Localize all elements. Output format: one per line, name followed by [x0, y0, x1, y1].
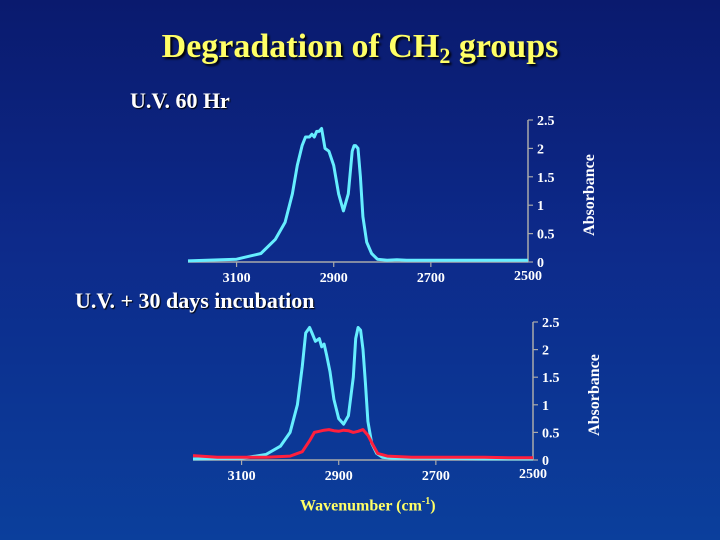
y-tick-label: 0 [542, 454, 549, 469]
panel-title-uv-incubation: U.V. + 30 days incubation [75, 288, 315, 313]
y-axis-title: Absorbance [586, 354, 603, 436]
y-tick-label: 2.5 [537, 114, 555, 129]
x-tick-label-end: 2500 [514, 269, 542, 284]
y-tick-label: 1.5 [542, 371, 560, 386]
y-tick-label: 0.5 [537, 228, 555, 243]
y-tick-label: 2 [537, 142, 544, 157]
x-tick-label: 2700 [417, 271, 445, 286]
x-axis-title: Wavenumber (cm-1) [300, 496, 436, 515]
series-line [192, 428, 533, 460]
y-tick-label: 2 [542, 344, 549, 359]
series-line [187, 127, 528, 263]
x-tick-label: 2900 [320, 271, 348, 286]
y-tick-label: 2.5 [542, 316, 560, 331]
panel-title-uv-60hr: U.V. 60 Hr [130, 88, 230, 113]
series-line [192, 326, 533, 461]
y-axis-title: Absorbance [581, 154, 598, 236]
y-tick-label: 1 [542, 399, 549, 414]
x-tick-label: 2700 [422, 469, 450, 484]
y-tick-label: 0 [537, 256, 544, 271]
x-tick-label: 3100 [228, 469, 256, 484]
y-tick-label: 0.5 [542, 426, 560, 441]
x-tick-label: 3100 [223, 271, 251, 286]
y-tick-label: 1.5 [537, 171, 555, 186]
slide-title: Degradation of CH2 groups [161, 28, 559, 68]
x-tick-label: 2900 [325, 469, 353, 484]
y-tick-label: 1 [537, 199, 544, 214]
x-tick-label-end: 2500 [519, 467, 547, 482]
